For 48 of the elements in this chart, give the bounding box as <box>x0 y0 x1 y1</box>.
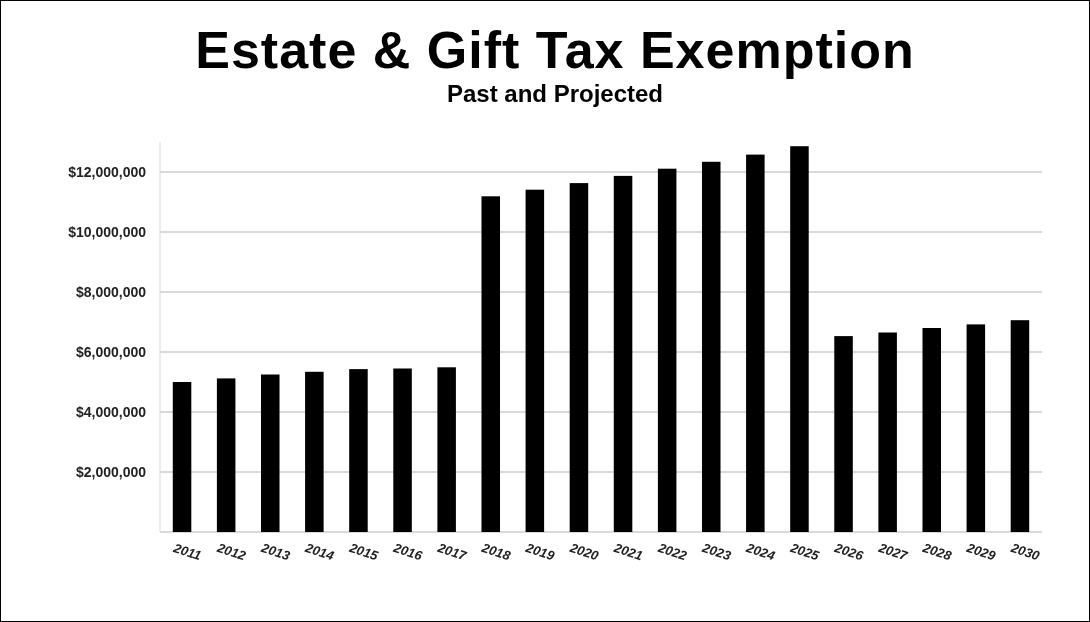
x-tick-label: 2020 <box>567 539 602 564</box>
bar <box>701 161 721 532</box>
bar <box>657 168 677 532</box>
bar <box>305 371 324 532</box>
bar <box>1010 320 1030 532</box>
x-tick-label: 2029 <box>964 539 999 564</box>
y-tick-label: $10,000,000 <box>68 223 147 240</box>
x-tick-label: 2016 <box>390 539 425 564</box>
x-tick-label: 2023 <box>699 539 734 564</box>
x-tick-label: 2017 <box>435 539 469 564</box>
y-tick-label: $6,000,000 <box>75 343 147 360</box>
bar <box>834 336 853 532</box>
x-tick-label: 2027 <box>876 539 910 564</box>
y-tick-label: $12,000,000 <box>68 163 147 180</box>
chart-subtitle: Past and Projected <box>446 80 664 107</box>
bar <box>260 374 280 532</box>
bar <box>569 183 589 532</box>
x-tick-label: 2013 <box>258 539 293 564</box>
chart-title: Estate & Gift Tax Exemption <box>195 21 915 79</box>
bar <box>525 189 545 532</box>
bar <box>437 367 456 532</box>
bar <box>393 368 412 532</box>
y-tick-label: $8,000,000 <box>75 283 147 300</box>
y-tick-label: $4,000,000 <box>75 403 147 420</box>
x-tick-label: 2026 <box>831 539 866 564</box>
x-tick-label: 2015 <box>346 539 381 564</box>
x-tick-label: 2018 <box>479 539 513 564</box>
x-tick-label: 2014 <box>302 539 337 564</box>
x-tick-label: 2025 <box>787 539 822 564</box>
bar <box>216 378 236 532</box>
bar <box>613 175 633 532</box>
bar <box>966 324 986 532</box>
x-tick-label: 2028 <box>920 539 954 564</box>
bar <box>746 154 765 532</box>
bar <box>922 328 942 532</box>
x-tick-label: 2022 <box>655 539 690 564</box>
bar <box>172 382 192 532</box>
bar <box>790 146 809 532</box>
bar <box>349 369 368 532</box>
x-tick-label: 2011 <box>170 539 204 564</box>
bar <box>481 196 501 532</box>
x-tick-label: 2024 <box>743 539 778 564</box>
x-tick-label: 2030 <box>1008 539 1043 564</box>
x-tick-label: 2012 <box>214 539 249 564</box>
x-tick-label: 2021 <box>611 539 645 564</box>
x-tick-label: 2019 <box>523 539 558 564</box>
bar <box>878 332 897 532</box>
y-tick-label: $2,000,000 <box>75 463 147 480</box>
